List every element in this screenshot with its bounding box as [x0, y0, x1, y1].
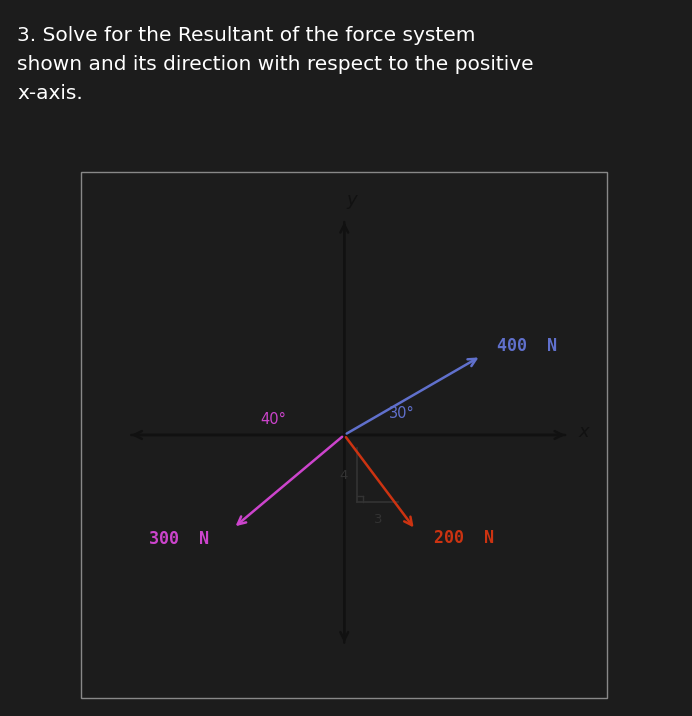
Text: 4: 4 — [340, 468, 348, 482]
Text: x: x — [579, 423, 589, 441]
Text: 400  N: 400 N — [497, 337, 557, 354]
Text: 3. Solve for the Resultant of the force system
shown and its direction with resp: 3. Solve for the Resultant of the force … — [17, 26, 534, 102]
Text: 300  N: 300 N — [149, 530, 209, 548]
Text: 200  N: 200 N — [434, 528, 493, 546]
Text: 30°: 30° — [390, 407, 415, 422]
Text: 40°: 40° — [260, 412, 286, 427]
Text: y: y — [347, 190, 358, 208]
Text: 3: 3 — [374, 513, 382, 526]
